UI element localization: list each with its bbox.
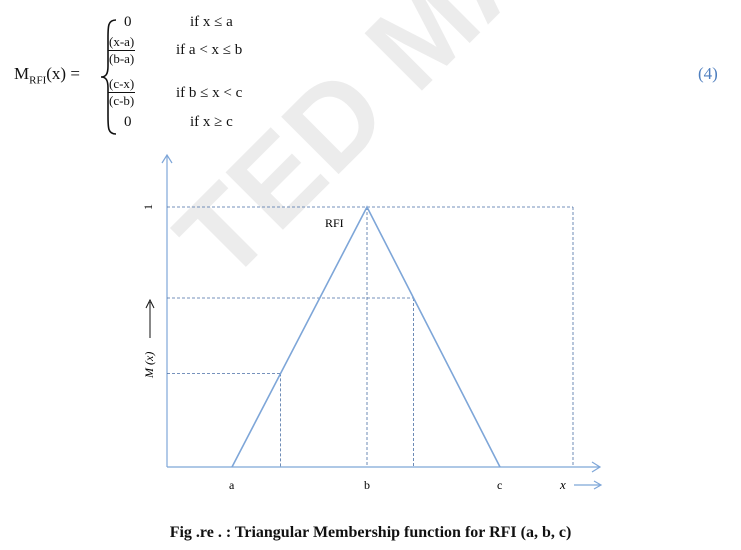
rfi-membership-line	[231, 205, 501, 468]
y-axis-label: M (x)	[142, 352, 156, 379]
x-axis-label: x	[559, 477, 566, 492]
peak-label: RFI	[325, 216, 344, 230]
case-2-fraction: (x-a) (b-a)	[108, 34, 136, 66]
case-1-value: 0	[124, 14, 132, 30]
lhs-argument: (x) =	[46, 64, 80, 83]
y-label-arrowhead	[145, 298, 155, 309]
x-tick-c: c	[497, 478, 502, 492]
case-4-value: 0	[124, 114, 132, 130]
y-axis-arrowhead	[161, 153, 173, 164]
left-brace	[100, 19, 117, 135]
membership-equation: MRFI(x) = 0 if x ≤ a (x-a) (b-a) if a < x…	[14, 8, 344, 138]
x-label-arrowhead	[593, 480, 603, 490]
y-tick-1: 1	[141, 204, 155, 210]
case-4-condition: if x ≥ c	[190, 114, 233, 130]
case-3-fraction: (c-x) (c-b)	[108, 76, 136, 108]
case-2-condition: if a < x ≤ b	[176, 42, 243, 58]
case-3-condition: if b ≤ x < c	[176, 85, 243, 101]
lhs-symbol: M	[14, 64, 30, 83]
x-axis-arrowhead	[591, 461, 602, 473]
case-1-condition: if x ≤ a	[190, 14, 233, 30]
equation-number: (4)	[698, 64, 718, 83]
lhs-subscript: RFI	[29, 74, 47, 87]
figure-caption: Fig .re . : Triangular Membership functi…	[169, 524, 572, 541]
x-tick-a: a	[229, 478, 235, 492]
equation-lhs: MRFI(x) =	[14, 64, 80, 86]
x-tick-b: b	[364, 478, 370, 492]
membership-chart: RFI a b c x 1 M (x)	[141, 153, 603, 492]
